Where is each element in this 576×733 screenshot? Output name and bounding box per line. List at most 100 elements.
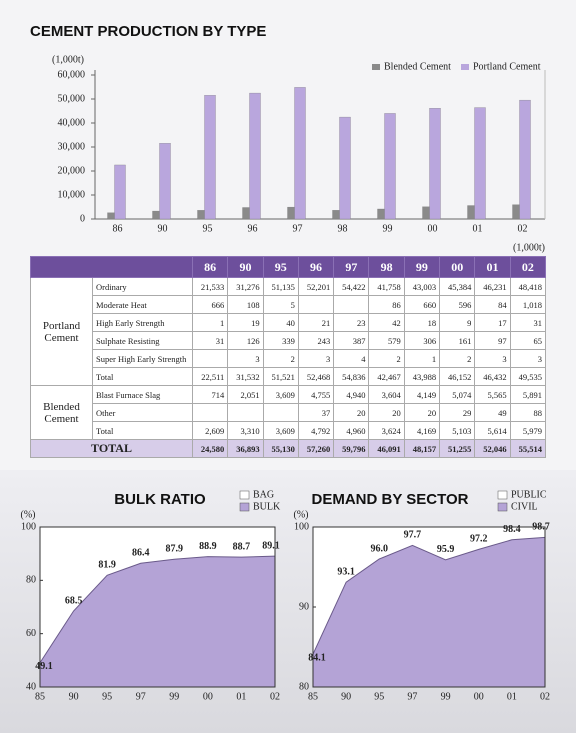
x-tick-label: 02: [540, 691, 550, 702]
x-tick-label: 99: [383, 223, 393, 234]
y-tick-label: 80: [299, 681, 309, 692]
bar: [332, 210, 340, 220]
y-tick-label: 90: [299, 601, 309, 612]
y-tick-label: 0: [80, 213, 85, 224]
x-tick-label: 01: [236, 691, 246, 702]
value-label: 88.7: [233, 541, 251, 552]
value-label: 81.9: [98, 560, 116, 571]
value-label: 84.1: [308, 652, 326, 663]
y-axis-label: (%): [294, 509, 309, 520]
x-tick-label: 98: [338, 223, 348, 234]
bar: [519, 99, 531, 220]
year-header: 97: [333, 256, 370, 278]
x-tick-label: 99: [441, 691, 451, 702]
table-row: Total 22,511 31,532 51,521 52,468 54,836 42,46…: [31, 367, 546, 386]
value-label: 97.2: [470, 534, 488, 545]
bar: [204, 95, 216, 220]
x-tick-label: 90: [158, 223, 168, 234]
value-label: 87.9: [166, 544, 184, 555]
year-header: 95: [262, 256, 299, 278]
y-tick-label: 40: [26, 681, 36, 692]
value-label: 89.1: [262, 540, 280, 551]
x-tick-label: 02: [518, 223, 528, 234]
x-tick-label: 85: [35, 691, 45, 702]
value-label: 96.0: [371, 543, 389, 554]
value-label: 88.9: [199, 541, 217, 552]
bar: [114, 164, 126, 220]
x-tick-label: 86: [113, 223, 123, 234]
x-tick-label: 01: [507, 691, 517, 702]
y-tick-label: 50,000: [58, 93, 86, 104]
cell: 55,514: [509, 439, 546, 458]
table-unit: (1,000t): [513, 242, 545, 253]
bar: [287, 206, 295, 220]
cell: 24,580: [191, 439, 229, 458]
bar: [339, 116, 351, 220]
chart-title: BULK RATIO: [114, 491, 206, 508]
table-row: Blended Cement Blast Furnace Slag 714 2,051…: [30, 385, 546, 440]
x-tick-label: 97: [293, 223, 303, 234]
bar: [197, 210, 205, 220]
value-label: 49.1: [35, 661, 53, 672]
cell: 57,260: [297, 439, 335, 458]
x-tick-label: 95: [203, 223, 213, 234]
legend-label: BAG: [253, 489, 274, 500]
legend-label: PUBLIC: [511, 489, 547, 500]
bar: [294, 87, 306, 220]
bar: [152, 210, 160, 220]
value-label: 68.5: [65, 595, 83, 606]
x-tick-label: 96: [248, 223, 258, 234]
legend-swatch: [372, 64, 380, 70]
y-tick-label: 60,000: [58, 69, 86, 80]
production-table: 86 90 95 96 97 98 99 00 01 02 Portland Cement Ordin…: [30, 256, 546, 458]
legend-swatch: [239, 502, 250, 512]
table-row: High Early Strength 1 19 40 21 23 42 18 9 17 31: [31, 313, 546, 332]
x-tick-label: 95: [102, 691, 112, 702]
year-header: 00: [439, 256, 476, 278]
area: [313, 537, 545, 687]
bar: [377, 208, 385, 220]
legend-label: Portland Cement: [473, 61, 541, 72]
x-tick-label: 00: [428, 223, 438, 234]
value-label: 97.7: [404, 530, 422, 541]
area: [40, 556, 275, 687]
bar: [429, 108, 441, 220]
year-header: 86: [191, 256, 229, 278]
cell: 1,018: [509, 295, 546, 314]
value-label: 93.1: [337, 566, 355, 577]
group-label: Blended Cement: [30, 385, 93, 440]
x-tick-label: 00: [474, 691, 484, 702]
total-row: TOTAL 24,580 36,893 55,130 57,260 59,796 46,09…: [30, 439, 546, 458]
x-tick-label: 97: [136, 691, 146, 702]
bar: [422, 206, 430, 220]
x-tick-label: 90: [69, 691, 79, 702]
y-tick-label: 30,000: [58, 141, 86, 152]
chart-title: DEMAND BY SECTOR: [312, 491, 469, 508]
x-tick-label: 90: [341, 691, 351, 702]
legend-swatch: [239, 490, 250, 500]
bar: [107, 212, 115, 220]
y-tick-label: 100: [294, 521, 309, 532]
bar: [384, 113, 396, 220]
bar: [467, 205, 475, 220]
plot-frame: [39, 526, 276, 688]
table-row: Sulphate Resisting 31 126 339 243 387 579 306 16…: [31, 331, 546, 350]
y-axis-label: (%): [21, 509, 36, 520]
y-tick-label: 10,000: [58, 189, 86, 200]
y-tick-label: 20,000: [58, 165, 86, 176]
year-header: 90: [227, 256, 264, 278]
year-header: 96: [297, 256, 335, 278]
x-tick-label: 97: [407, 691, 417, 702]
legend-swatch: [497, 502, 508, 512]
y-tick-label: 100: [21, 521, 36, 532]
area-line: [312, 536, 546, 655]
y-tick-label: 40,000: [58, 117, 86, 128]
bar: [249, 92, 261, 220]
cell: 46,091: [368, 439, 405, 458]
x-tick-label: 95: [374, 691, 384, 702]
legend-label: BULK: [253, 501, 281, 512]
cell: 52,046: [474, 439, 511, 458]
legend-label: Blended Cement: [384, 61, 451, 72]
y-tick-label: 60: [26, 628, 36, 639]
